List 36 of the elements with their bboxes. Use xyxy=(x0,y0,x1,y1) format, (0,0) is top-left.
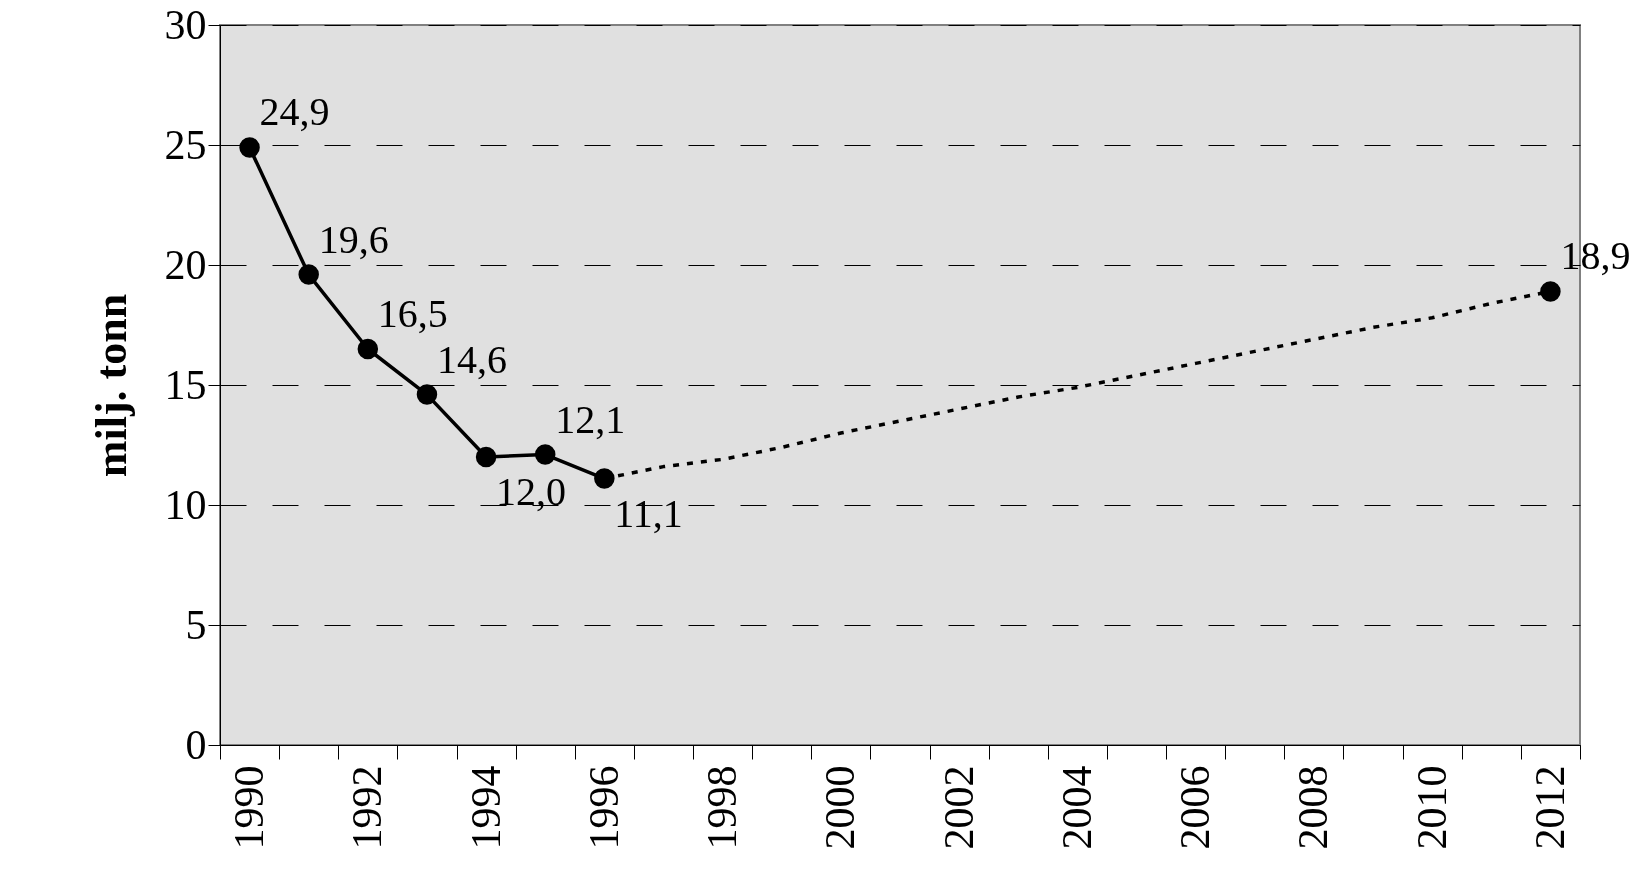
x-tick-label: 2010 xyxy=(1408,765,1455,850)
x-tick-label: 1990 xyxy=(226,765,273,850)
point xyxy=(239,137,260,158)
point xyxy=(416,384,438,405)
data-label: 14,6 xyxy=(436,336,507,382)
x-tick-label: 2004 xyxy=(1053,765,1100,850)
point xyxy=(475,446,497,468)
point xyxy=(594,468,615,489)
point xyxy=(357,338,379,360)
data-label: 16,5 xyxy=(377,291,448,336)
data-label: 18,9 xyxy=(1560,233,1631,279)
y-tick-label: 5 xyxy=(185,601,207,648)
point xyxy=(1540,281,1561,302)
point xyxy=(534,444,556,465)
y-tick-label: 15 xyxy=(164,361,207,408)
point xyxy=(298,264,319,285)
x-tick-label: 2008 xyxy=(1290,765,1337,850)
data-label: 11,1 xyxy=(614,490,683,536)
data-label: 12,0 xyxy=(496,469,567,514)
y-tick-label: 30 xyxy=(164,1,207,48)
y-tick-label: 0 xyxy=(185,721,207,768)
x-tick-label: 2000 xyxy=(817,765,864,850)
x-tick-label: 2012 xyxy=(1526,765,1573,850)
y-tick-label: 20 xyxy=(164,241,207,288)
data-label: 19,6 xyxy=(318,216,389,262)
x-tick-label: 1994 xyxy=(462,765,509,850)
data-label: 24,9 xyxy=(259,89,330,135)
x-tick-label: 1996 xyxy=(580,765,627,850)
x-tick-label: 1998 xyxy=(699,765,746,850)
x-tick-label: 2006 xyxy=(1172,765,1219,850)
x-tick-label: 2002 xyxy=(935,765,982,850)
y-tick-label: 10 xyxy=(164,481,207,528)
data-label: 12,1 xyxy=(555,396,626,442)
y-tick-label: 25 xyxy=(164,121,207,168)
x-tick-label: 1992 xyxy=(344,765,391,850)
y-axis-title: milj. tonn xyxy=(86,293,136,478)
